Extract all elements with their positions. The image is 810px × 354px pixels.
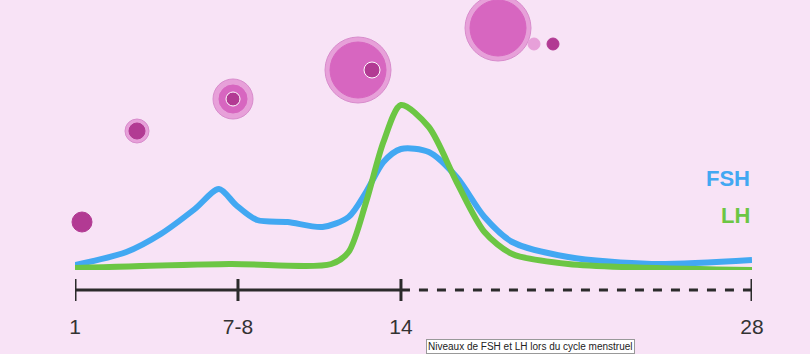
svg-text:Niveaux de FSH et LH lors du c: Niveaux de FSH et LH lors du cycle menst…: [428, 341, 633, 352]
svg-text:1: 1: [69, 315, 81, 338]
svg-text:14: 14: [389, 315, 413, 338]
svg-text:FSH: FSH: [706, 166, 750, 191]
svg-text:7-8: 7-8: [223, 315, 253, 338]
svg-text:LH: LH: [721, 203, 750, 228]
svg-text:28: 28: [740, 315, 763, 338]
